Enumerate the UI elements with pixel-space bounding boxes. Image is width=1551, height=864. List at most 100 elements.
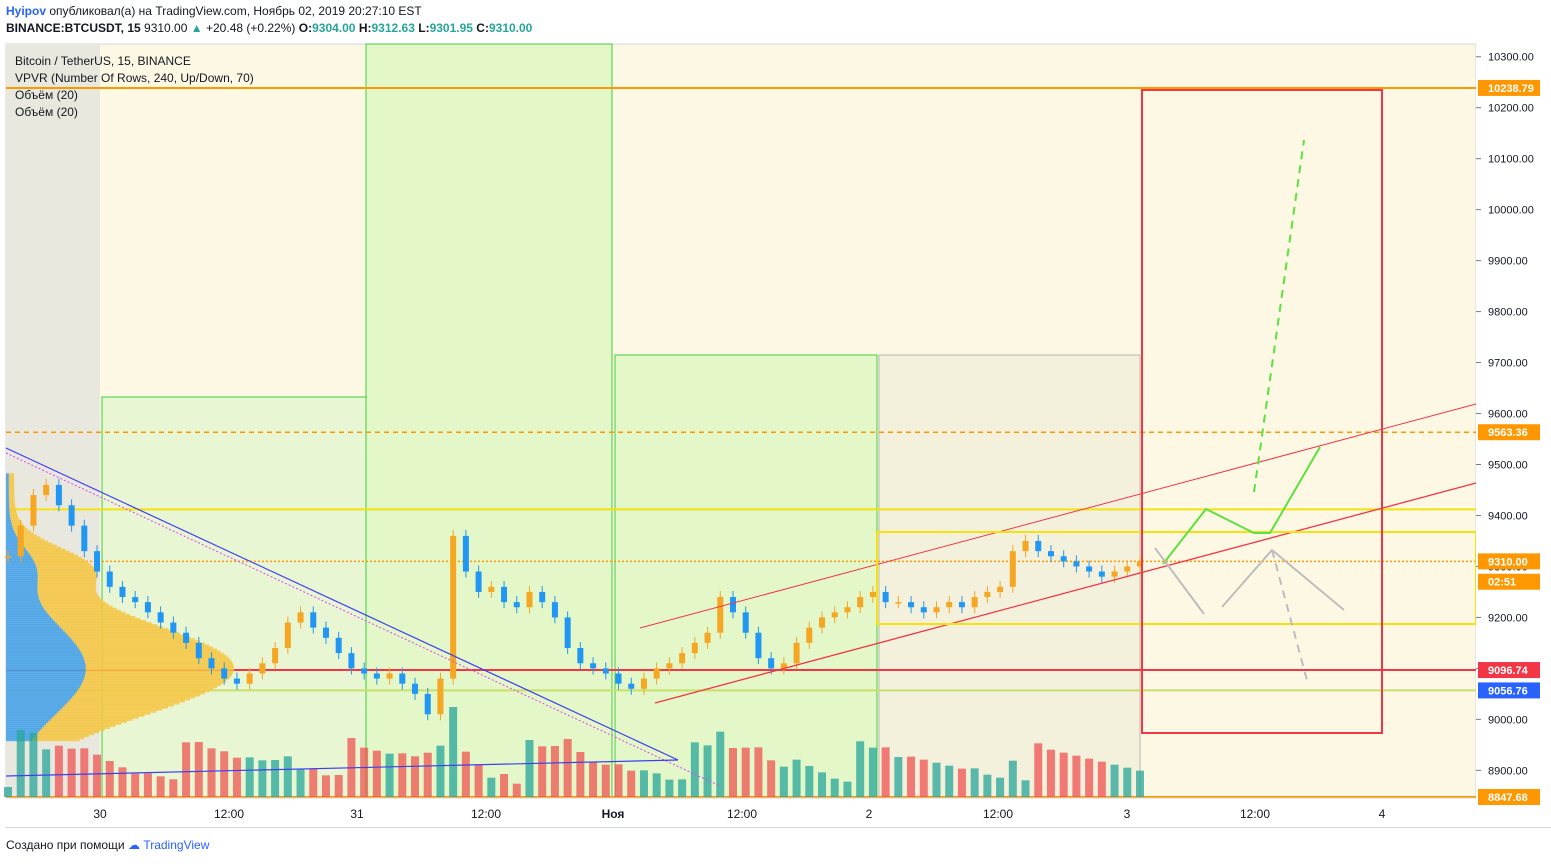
vpvr-down-bar <box>33 736 85 740</box>
volume-bar <box>500 774 509 797</box>
vpvr-up-bar <box>6 532 16 536</box>
channel-upper-line[interactable] <box>639 403 1477 629</box>
vpvr-down-bar <box>51 615 136 619</box>
candle-body <box>615 673 622 684</box>
vpvr-up-bar <box>6 593 39 597</box>
vpvr-down-bar <box>36 564 93 568</box>
red-projection-box[interactable] <box>1141 89 1383 734</box>
volume-bar <box>220 751 229 797</box>
vpvr-up-bar <box>6 495 9 499</box>
vpvr-up-bar <box>6 695 73 699</box>
vpvr-down-bar <box>82 652 224 656</box>
price-tick-label: 10100.00 <box>1488 154 1534 166</box>
volume-bar <box>194 742 203 797</box>
volume-bar <box>1021 780 1030 797</box>
downtrend-line[interactable] <box>5 447 679 761</box>
vpvr-up-bar <box>6 711 57 715</box>
support-line-blue[interactable] <box>5 759 679 777</box>
vpvr-down-bar <box>22 542 53 546</box>
time-tick-label: Ноя <box>602 807 625 821</box>
time-tick-label: 12:00 <box>727 807 757 821</box>
legend-volume-2[interactable]: Объём (20) <box>15 105 78 119</box>
vpvr-up-bar <box>6 646 79 650</box>
vpvr-up-bar <box>6 652 83 656</box>
vpvr-up-bar <box>6 595 39 599</box>
vpvr-down-bar <box>9 505 16 509</box>
vpvr-down-bar <box>37 581 97 585</box>
volume-bar <box>856 741 865 797</box>
vpvr-down-bar <box>84 675 231 679</box>
author-name[interactable]: Hyipov <box>6 4 47 18</box>
volume-bar <box>538 746 547 797</box>
vpvr-up-bar <box>6 479 9 483</box>
volume-bar <box>436 745 445 797</box>
volume-bar <box>639 770 648 797</box>
volume-bar <box>818 772 827 797</box>
candle-body <box>780 663 787 669</box>
vpvr-up-bar <box>6 573 38 577</box>
low-label: L: <box>418 21 430 35</box>
vpvr-down-bar <box>9 499 15 503</box>
price-marker-bg <box>1478 79 1540 96</box>
vpvr-up-bar <box>6 715 53 719</box>
volume-bar <box>54 745 63 797</box>
vpvr-down-bar <box>33 558 86 562</box>
vpvr-up-bar <box>6 721 47 725</box>
candle-body <box>1098 571 1105 577</box>
price-tick-label: 9900.00 <box>1488 256 1528 268</box>
chart-svg[interactable]: 10300.00 10200.00 10100.00 10000.00 9900.00 9… <box>0 0 1551 830</box>
volume-bar <box>996 777 1005 797</box>
vpvr-down-bar <box>49 613 131 617</box>
price-marker-label: 8847.68 <box>1488 792 1528 804</box>
vpvr-down-bar <box>37 575 97 579</box>
price-marker-label: 02:51 <box>1488 577 1516 589</box>
vpvr-down-bar <box>8 481 15 485</box>
vpvr-down-bar <box>77 644 210 648</box>
legend-volume-1[interactable]: Объём (20) <box>15 88 78 102</box>
volume-bar <box>627 770 636 797</box>
candle-body <box>895 602 902 604</box>
candle-body <box>462 535 469 572</box>
vpvr-down-bar <box>8 487 15 491</box>
candle-body <box>590 663 597 669</box>
vpvr-up-bar <box>6 683 82 687</box>
time-tick-label: 31 <box>350 807 364 821</box>
vpvr-down-bar <box>8 475 15 479</box>
vpvr-up-bar <box>6 473 9 477</box>
vpvr-down-bar <box>31 738 80 742</box>
vpvr-down-bar <box>73 693 201 697</box>
candle-body <box>195 642 202 659</box>
footer-brand[interactable]: TradingView <box>143 838 210 852</box>
vpvr-down-bar <box>31 554 79 558</box>
vpvr-down-bar <box>44 607 117 611</box>
vpvr-down-bar <box>8 473 15 477</box>
volume-bar <box>258 760 267 797</box>
channel-lower-line[interactable] <box>654 482 1477 704</box>
candle-body <box>335 637 342 654</box>
candle-body <box>17 525 24 557</box>
downtrend-line-dotted[interactable] <box>5 452 721 787</box>
volume-bar <box>576 752 585 797</box>
vpvr-down-bar <box>34 560 89 564</box>
time-axis[interactable] <box>6 799 1476 827</box>
vpvr-up-bar <box>6 685 80 689</box>
vpvr-down-bar <box>60 707 163 711</box>
vpvr-down-bar <box>10 518 20 522</box>
time-tick-label: 12:00 <box>1240 807 1270 821</box>
volume-bar <box>741 747 750 797</box>
vpvr-down-bar <box>56 622 152 626</box>
legend-vpvr[interactable]: VPVR (Number Of Rows, 240, Up/Down, 70) <box>15 71 254 85</box>
vpvr-up-bar <box>6 666 86 670</box>
volume-bar <box>767 760 776 797</box>
volume-bar <box>143 773 152 797</box>
volume-bar <box>93 754 102 797</box>
vpvr-down-bar <box>37 569 96 573</box>
vpvr-up-bar <box>6 579 38 583</box>
candle-body <box>310 612 317 628</box>
vpvr-down-bar <box>78 646 214 650</box>
vpvr-down-bar <box>35 734 90 738</box>
candle-body <box>628 683 635 689</box>
vpvr-down-bar <box>83 679 227 683</box>
candle-body <box>322 627 329 638</box>
legend-title[interactable]: Bitcoin / TetherUS, 15, BINANCE <box>15 54 191 68</box>
